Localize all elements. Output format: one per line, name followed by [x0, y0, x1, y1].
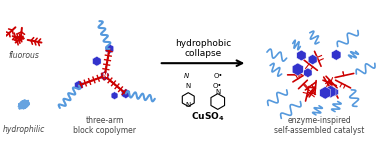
Text: O•: O• — [214, 73, 223, 79]
Text: N: N — [186, 102, 191, 108]
Text: N: N — [102, 73, 107, 78]
Text: hydrophilic: hydrophilic — [3, 125, 45, 134]
Text: three-arm
block copolymer: three-arm block copolymer — [73, 116, 136, 135]
Text: hydrophobic
collapse: hydrophobic collapse — [175, 39, 231, 58]
Text: O•: O• — [213, 83, 222, 89]
Text: N: N — [215, 89, 220, 95]
Text: fluorous: fluorous — [9, 51, 40, 60]
Text: N: N — [186, 83, 191, 89]
Text: enzyme-inspired
self-assembled catalyst: enzyme-inspired self-assembled catalyst — [274, 116, 364, 135]
Text: $\mathbf{CuSO_4}$: $\mathbf{CuSO_4}$ — [191, 110, 225, 123]
Text: $N$: $N$ — [183, 71, 190, 80]
